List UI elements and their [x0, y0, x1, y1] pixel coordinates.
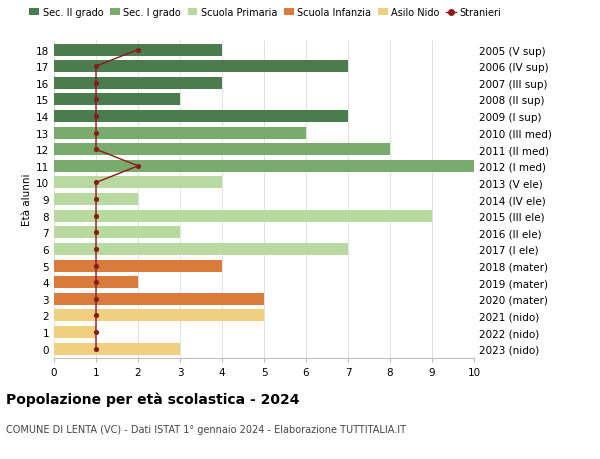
- Bar: [54, 326, 96, 338]
- Bar: [54, 277, 138, 289]
- Bar: [54, 78, 222, 90]
- Point: [91, 96, 101, 104]
- Point: [91, 113, 101, 120]
- Point: [91, 179, 101, 187]
- Bar: [54, 177, 222, 189]
- Bar: [54, 94, 180, 106]
- Point: [133, 163, 143, 170]
- Bar: [54, 293, 264, 305]
- Point: [91, 312, 101, 319]
- Bar: [54, 61, 348, 73]
- Point: [91, 129, 101, 137]
- Bar: [54, 260, 222, 272]
- Legend: Sec. II grado, Sec. I grado, Scuola Primaria, Scuola Infanzia, Asilo Nido, Stran: Sec. II grado, Sec. I grado, Scuola Prim…: [29, 8, 501, 18]
- Bar: [54, 45, 222, 56]
- Bar: [54, 127, 306, 140]
- Bar: [54, 343, 180, 355]
- Point: [91, 279, 101, 286]
- Bar: [54, 210, 432, 222]
- Bar: [54, 111, 348, 123]
- Point: [91, 246, 101, 253]
- Point: [91, 213, 101, 220]
- Point: [91, 296, 101, 303]
- Point: [91, 229, 101, 236]
- Point: [91, 329, 101, 336]
- Point: [133, 47, 143, 54]
- Bar: [54, 144, 390, 156]
- Bar: [54, 310, 264, 322]
- Point: [91, 63, 101, 71]
- Y-axis label: Età alunni: Età alunni: [22, 174, 32, 226]
- Point: [91, 80, 101, 87]
- Point: [91, 196, 101, 203]
- Text: COMUNE DI LENTA (VC) - Dati ISTAT 1° gennaio 2024 - Elaborazione TUTTITALIA.IT: COMUNE DI LENTA (VC) - Dati ISTAT 1° gen…: [6, 424, 406, 434]
- Point: [91, 146, 101, 154]
- Point: [91, 263, 101, 270]
- Text: Popolazione per età scolastica - 2024: Popolazione per età scolastica - 2024: [6, 392, 299, 406]
- Bar: [54, 243, 348, 255]
- Point: [91, 345, 101, 353]
- Bar: [54, 227, 180, 239]
- Bar: [54, 161, 474, 173]
- Bar: [54, 194, 138, 206]
